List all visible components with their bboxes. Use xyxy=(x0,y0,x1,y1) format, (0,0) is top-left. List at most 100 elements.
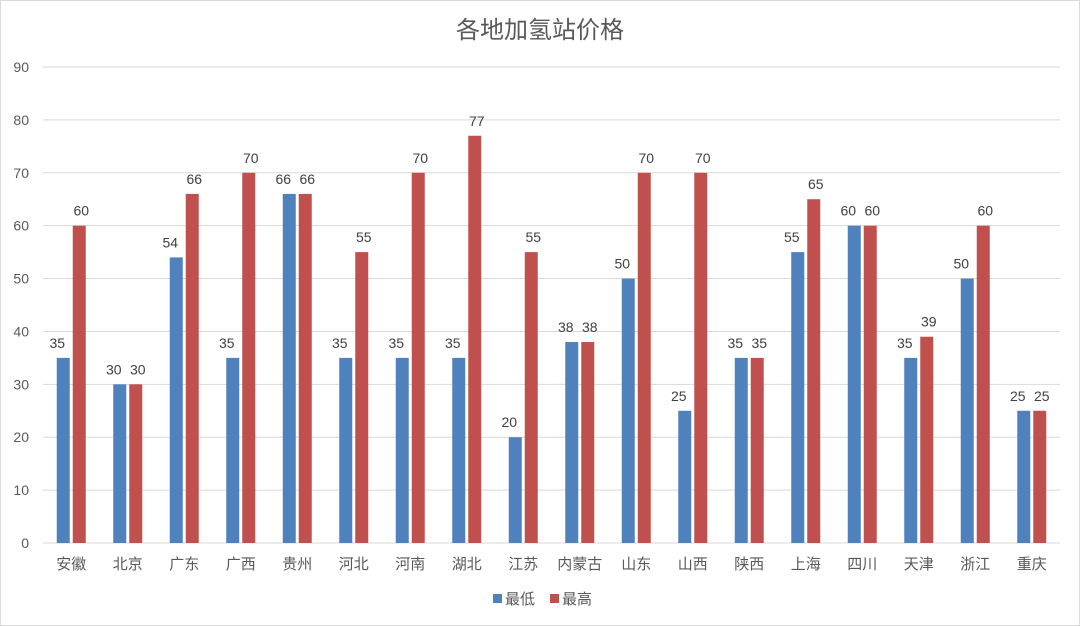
bar-max xyxy=(920,336,934,543)
x-category-label: 安徽 xyxy=(56,555,86,573)
data-label-min: 54 xyxy=(162,234,178,250)
legend-label: 最高 xyxy=(562,590,592,608)
x-category-label: 上海 xyxy=(791,555,821,573)
data-label-max: 38 xyxy=(582,319,598,335)
bar-min xyxy=(678,410,692,543)
x-category-label: 山西 xyxy=(678,555,708,573)
x-category-label: 陕西 xyxy=(734,555,764,573)
bar-min xyxy=(565,342,579,543)
bar-max xyxy=(807,199,821,543)
bar-min xyxy=(56,357,70,543)
data-label-min: 35 xyxy=(727,335,743,351)
legend-label: 最低 xyxy=(505,590,535,608)
x-category-label: 河南 xyxy=(395,555,425,573)
data-label-max: 66 xyxy=(186,171,202,187)
bar-max xyxy=(468,135,482,543)
data-label-max: 70 xyxy=(638,150,654,166)
data-label-min: 20 xyxy=(501,414,517,430)
data-label-max: 55 xyxy=(356,229,372,245)
bar-max xyxy=(581,342,595,543)
bar-min xyxy=(395,357,409,543)
data-label-min: 50 xyxy=(953,256,969,272)
bar-max xyxy=(694,172,708,543)
data-label-min: 25 xyxy=(1010,388,1026,404)
data-label-max: 66 xyxy=(299,171,315,187)
bar-max xyxy=(355,252,369,543)
data-label-min: 50 xyxy=(614,256,630,272)
bar-max xyxy=(1033,410,1047,543)
bar-min xyxy=(226,357,240,543)
x-axis-categories: 安徽 北京 广东 广西 贵州 河北 河南 湖北 江苏 内蒙古 山东 山西 陕西 上海 四川 天津 浙江 重庆 xyxy=(56,555,1047,573)
data-label-max: 55 xyxy=(525,229,541,245)
y-tick-label: 90 xyxy=(13,59,29,75)
x-category-label: 四川 xyxy=(847,555,877,573)
bar-min xyxy=(282,193,296,543)
y-tick-label: 50 xyxy=(13,271,29,287)
bar-min xyxy=(339,357,353,543)
data-label-max: 60 xyxy=(73,203,89,219)
data-label-max: 70 xyxy=(412,150,428,166)
bar-max xyxy=(976,225,990,543)
x-category-label: 北京 xyxy=(113,555,143,573)
bar-max xyxy=(524,252,538,543)
gridlines xyxy=(43,66,1060,544)
data-label-max: 60 xyxy=(977,203,993,219)
legend-swatch xyxy=(550,594,559,603)
data-label-max: 77 xyxy=(469,113,485,129)
x-category-label: 湖北 xyxy=(452,555,482,573)
x-category-label: 广西 xyxy=(226,555,256,573)
data-label-max: 25 xyxy=(1034,388,1050,404)
data-label-max: 35 xyxy=(751,335,767,351)
data-label-min: 35 xyxy=(388,335,404,351)
bar-min xyxy=(847,225,861,543)
x-category-label: 重庆 xyxy=(1017,555,1047,573)
data-label-min: 35 xyxy=(445,335,461,351)
bar-min xyxy=(113,384,127,543)
data-label-min: 30 xyxy=(106,361,122,377)
y-tick-label: 20 xyxy=(13,429,29,445)
x-category-label: 河北 xyxy=(339,555,369,573)
data-label-max: 70 xyxy=(243,150,259,166)
bar-max xyxy=(242,172,256,543)
bar-min xyxy=(452,357,466,543)
chart-title: 各地加氢站价格 xyxy=(456,16,624,44)
data-label-min: 35 xyxy=(49,335,65,351)
bar-max xyxy=(411,172,425,543)
x-category-label: 山东 xyxy=(621,555,651,573)
bar-min xyxy=(791,252,805,543)
y-tick-label: 80 xyxy=(13,112,29,128)
bar-min xyxy=(1017,410,1031,543)
bar-max xyxy=(72,225,86,543)
data-label-max: 30 xyxy=(130,361,146,377)
x-category-label: 江苏 xyxy=(508,555,538,573)
legend: 最低 最高 xyxy=(493,590,592,608)
data-labels: 35 60 30 30 54 66 35 70 66 66 35 55 35 70 35 77 20 55 38 38… xyxy=(49,113,1049,430)
y-tick-label: 0 xyxy=(21,535,29,551)
data-label-min: 38 xyxy=(558,319,574,335)
data-label-min: 35 xyxy=(332,335,348,351)
bar-max xyxy=(863,225,877,543)
y-tick-label: 60 xyxy=(13,218,29,234)
x-category-label: 贵州 xyxy=(282,555,312,573)
y-tick-label: 40 xyxy=(13,323,29,339)
bar-min xyxy=(508,437,522,543)
bar-min xyxy=(734,357,748,543)
bar-min xyxy=(621,278,635,543)
bar-max xyxy=(129,384,143,543)
x-category-label: 天津 xyxy=(904,555,934,573)
legend-swatch xyxy=(493,594,502,603)
x-category-label: 广东 xyxy=(169,555,199,573)
bar-min xyxy=(169,257,183,543)
data-label-max: 70 xyxy=(695,150,711,166)
bar-min xyxy=(904,357,918,543)
data-label-min: 66 xyxy=(275,171,291,187)
data-label-min: 35 xyxy=(219,335,235,351)
bar-max xyxy=(298,193,312,543)
bar-max xyxy=(185,193,199,543)
bar-max xyxy=(750,357,764,543)
bar-max xyxy=(637,172,651,543)
data-label-min: 35 xyxy=(897,335,913,351)
y-tick-label: 10 xyxy=(13,482,29,498)
bar-min xyxy=(960,278,974,543)
data-label-min: 55 xyxy=(784,229,800,245)
